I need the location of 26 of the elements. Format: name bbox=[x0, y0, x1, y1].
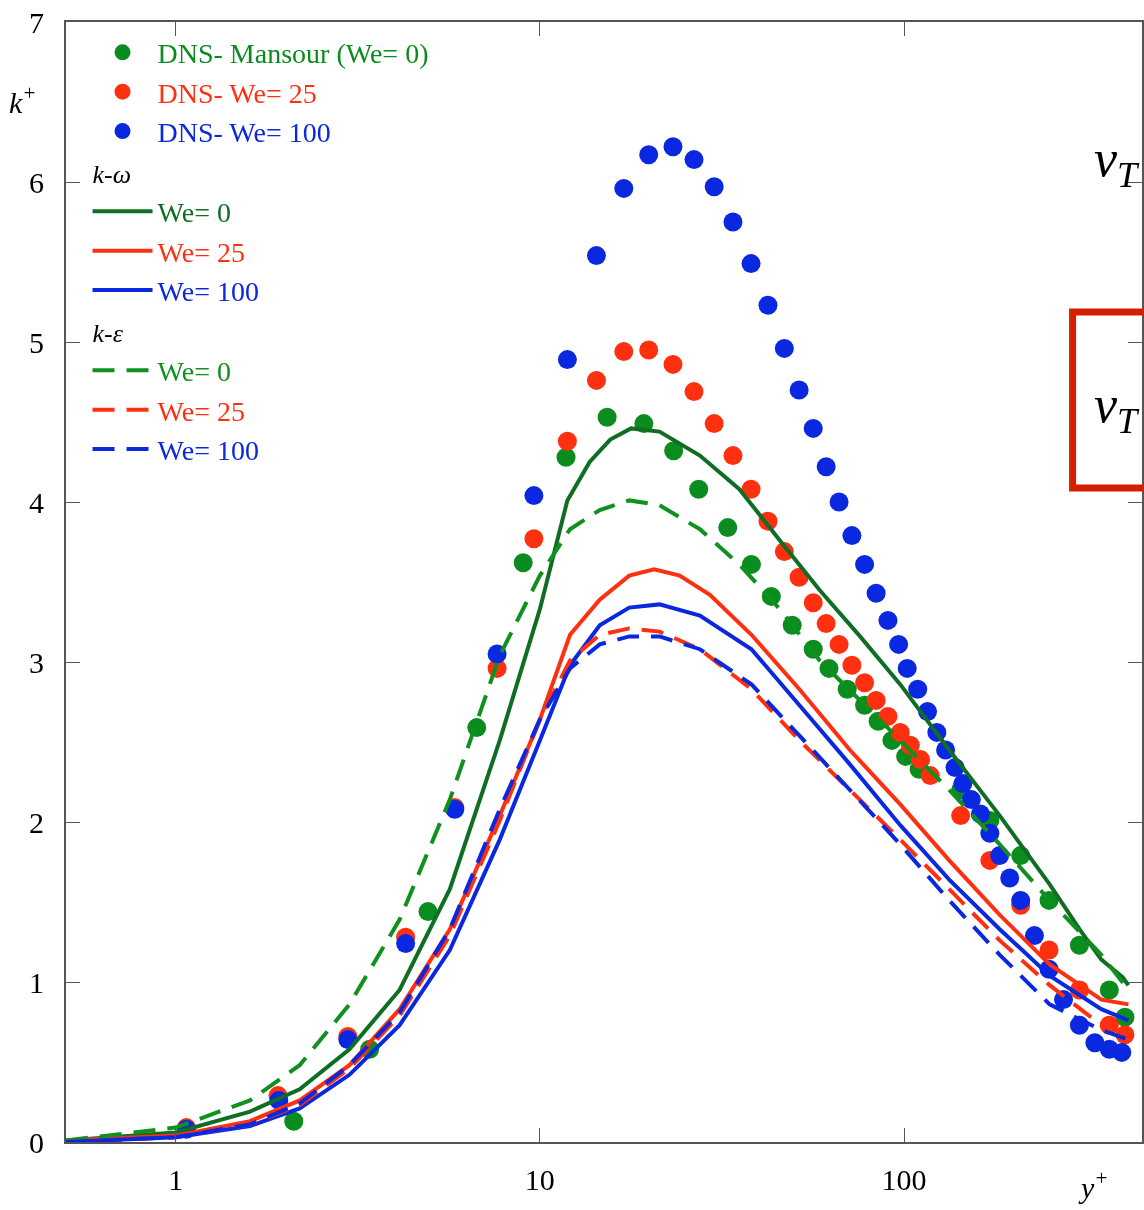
annotation: ν$_{T}$ bbox=[1094, 130, 1141, 195]
legend-label: We= 0 bbox=[157, 356, 231, 388]
x-axis-title: y$^{+}$ bbox=[1078, 1166, 1109, 1204]
annotation: k-ε bbox=[92, 319, 124, 349]
x-tick-label: 100 bbox=[881, 1163, 927, 1196]
y-tick-label: 5 bbox=[29, 325, 44, 359]
annotation: ν$_{T}$ bbox=[1094, 376, 1141, 441]
y-tick-label: 3 bbox=[29, 645, 44, 679]
legend-label: We= 0 bbox=[157, 197, 231, 229]
x-tick-label: 10 bbox=[524, 1163, 555, 1196]
legend-label: We= 100 bbox=[157, 276, 259, 308]
legend-label: DNS- We= 100 bbox=[157, 117, 331, 149]
x-tick-label: 1 bbox=[168, 1163, 184, 1196]
legend-label: DNS- We= 25 bbox=[157, 77, 317, 109]
legend-label: We= 100 bbox=[157, 435, 259, 467]
y-tick-label: 2 bbox=[29, 805, 44, 839]
y-tick-label: 0 bbox=[29, 1125, 44, 1159]
y-tick-label: 7 bbox=[29, 5, 44, 39]
legend-label: We= 25 bbox=[157, 236, 245, 268]
annotation: k-ω bbox=[92, 160, 132, 190]
legend-label: DNS- Mansour (We= 0) bbox=[157, 38, 429, 70]
y-tick-label: 1 bbox=[29, 965, 44, 999]
y-axis-title: k$^{+}$ bbox=[9, 81, 37, 119]
legend-label: We= 25 bbox=[157, 395, 245, 427]
y-tick-label: 6 bbox=[29, 165, 44, 199]
y-tick-label: 4 bbox=[29, 485, 44, 519]
